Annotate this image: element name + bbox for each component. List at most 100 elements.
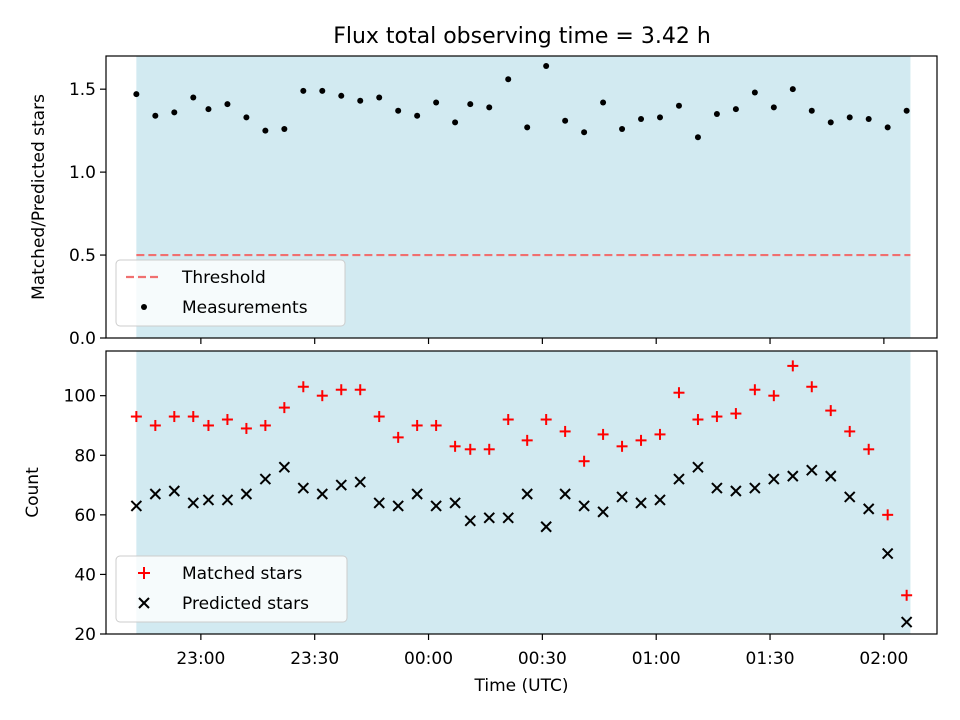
- predicted-star-point: [635, 497, 647, 509]
- y-tick-label: 0.0: [69, 329, 96, 349]
- ratio-x-ticks: [200, 338, 885, 344]
- legend-label: Measurements: [182, 298, 308, 318]
- count-panel: 20 40 60 80 100 23:00 23:30 00:00 00:30 01:00 01:…: [23, 350, 938, 696]
- predicted-star-point: [730, 485, 742, 497]
- y-tick-label: 1.5: [69, 80, 96, 100]
- matched-star-point: [578, 455, 590, 467]
- measurement-point: [638, 116, 645, 123]
- predicted-star-point: [768, 473, 780, 485]
- matched-star-point: [130, 411, 142, 423]
- measurement-point: [319, 87, 326, 94]
- predicted-star-point: [654, 494, 666, 506]
- measurement-point: [581, 129, 588, 136]
- predicted-star-point: [844, 491, 856, 503]
- legend-box: [115, 555, 348, 623]
- time-x-ticks: 23:00 23:30 00:00 00:30 01:00 01:30 02:00: [176, 634, 908, 669]
- matched-star-point: [540, 414, 552, 426]
- legend-predicted-swatch: [138, 597, 150, 609]
- measurement-point: [300, 87, 307, 94]
- measurement-point: [414, 112, 421, 119]
- matched-star-point: [335, 384, 347, 396]
- measurement-point: [433, 99, 440, 106]
- measurement-point: [262, 127, 269, 134]
- matched-star-point: [373, 411, 385, 423]
- x-tick-label: 23:30: [290, 649, 339, 669]
- predicted-star-point: [521, 488, 533, 500]
- ratio-panel-frame: [105, 55, 938, 339]
- predicted-star-point: [900, 616, 913, 628]
- measurement-point: [467, 101, 474, 108]
- predicted-star-point: [187, 497, 199, 509]
- predicted-stars-points: [130, 461, 913, 628]
- measurement-point: [505, 76, 512, 83]
- count-panel-frame: [105, 350, 938, 635]
- measurement-point: [133, 91, 140, 98]
- predicted-star-point: [749, 482, 761, 494]
- predicted-star-point: [825, 470, 837, 482]
- measurement-point: [338, 92, 345, 99]
- matched-star-point: [882, 509, 894, 521]
- matched-star-point: [616, 440, 628, 452]
- predicted-star-point: [392, 500, 404, 512]
- matched-star-point: [297, 381, 309, 393]
- matched-stars-points: [130, 360, 913, 601]
- measurement-point: [486, 104, 493, 111]
- matched-star-point: [730, 408, 742, 420]
- predicted-star-point: [354, 476, 366, 488]
- matched-star-point: [483, 443, 495, 455]
- measurement-point: [732, 106, 739, 113]
- ratio-panel: 0.0 0.5 1.0 1.5 Matched/Predicted stars Thr…: [29, 55, 938, 349]
- matched-star-point: [221, 414, 233, 426]
- matched-star-point: [844, 425, 856, 437]
- matched-star-point: [354, 384, 366, 396]
- measurement-point: [600, 99, 607, 106]
- measurement-point: [789, 86, 796, 93]
- predicted-star-point: [430, 500, 442, 512]
- measurement-point: [224, 101, 231, 108]
- matched-star-point: [149, 419, 161, 431]
- measurement-points: [133, 62, 910, 141]
- measurement-point: [657, 114, 663, 121]
- matched-star-point: [787, 360, 799, 372]
- legend-label: Matched stars: [182, 564, 302, 584]
- matched-star-point: [411, 419, 423, 431]
- predicted-star-point: [711, 482, 723, 494]
- x-tick-label: 01:00: [632, 649, 681, 669]
- measurement-point: [846, 114, 853, 121]
- y-tick-label: 60: [74, 506, 96, 526]
- measurement-point: [376, 94, 383, 101]
- predicted-star-point: [373, 497, 385, 509]
- matched-star-point: [202, 419, 214, 431]
- predicted-star-point: [881, 547, 894, 560]
- predicted-star-point: [335, 479, 347, 491]
- count-y-ticks: 20 40 60 80 100: [64, 387, 106, 645]
- measurement-point: [694, 134, 701, 141]
- matched-star-point: [806, 381, 818, 393]
- measurement-point: [770, 104, 777, 111]
- ratio-legend: Threshold Measurements: [115, 259, 346, 327]
- matched-star-point: [449, 440, 461, 452]
- predicted-star-point: [483, 512, 495, 524]
- predicted-star-point: [202, 494, 215, 506]
- predicted-star-point: [316, 488, 328, 500]
- matched-star-point: [559, 425, 571, 437]
- measurement-point: [713, 111, 720, 118]
- count-legend: Matched stars Predicted stars: [115, 555, 348, 623]
- x-tick-label: 23:00: [176, 649, 225, 669]
- measurement-point: [452, 119, 459, 126]
- predicted-star-point: [411, 488, 423, 500]
- matched-star-point: [635, 434, 647, 446]
- matched-star-point: [711, 411, 723, 423]
- predicted-star-point: [692, 461, 704, 473]
- x-tick-label: 00:00: [404, 649, 453, 669]
- legend-label: Threshold: [181, 268, 266, 288]
- matched-star-point: [187, 411, 199, 423]
- measurement-point: [243, 114, 250, 121]
- predicted-star-point: [449, 497, 461, 509]
- matched-star-point: [430, 419, 442, 431]
- measurement-point: [675, 102, 682, 109]
- predicted-star-point: [616, 491, 628, 503]
- y-tick-label: 0.5: [69, 246, 96, 266]
- matched-star-point: [240, 422, 252, 434]
